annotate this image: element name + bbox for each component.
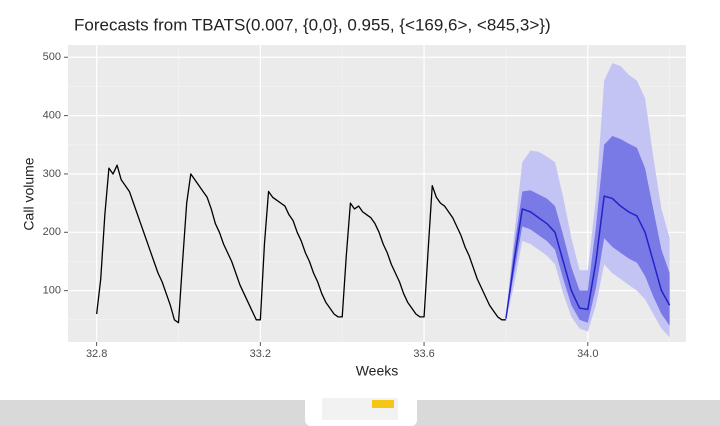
x-tick-label: 34.0 xyxy=(577,348,598,360)
y-tick-label: 400 xyxy=(43,110,61,122)
grid xyxy=(68,45,686,342)
forecast-line xyxy=(505,195,671,319)
y-tick-label: 500 xyxy=(43,51,61,63)
x-tick-label: 32.8 xyxy=(86,348,107,360)
x-tick-label: 33.6 xyxy=(413,348,434,360)
history-line xyxy=(96,164,506,324)
marks xyxy=(96,63,671,338)
axes: 32.8 33.2 33.6 34.0 100 200 300 400 500 xyxy=(43,51,599,360)
y-tick-label: 100 xyxy=(43,285,61,297)
y-axis-title: Call volume xyxy=(21,157,37,230)
y-tick-label: 300 xyxy=(43,168,61,180)
logo-accent xyxy=(372,400,394,408)
x-tick-label: 33.2 xyxy=(250,348,271,360)
band-80 xyxy=(505,136,670,326)
x-axis-title: Weeks xyxy=(356,363,399,379)
band-95 xyxy=(505,63,670,338)
chart-title: Forecasts from TBATS(0.007, {0,0}, 0.955… xyxy=(74,15,551,34)
y-tick-label: 200 xyxy=(43,226,61,238)
